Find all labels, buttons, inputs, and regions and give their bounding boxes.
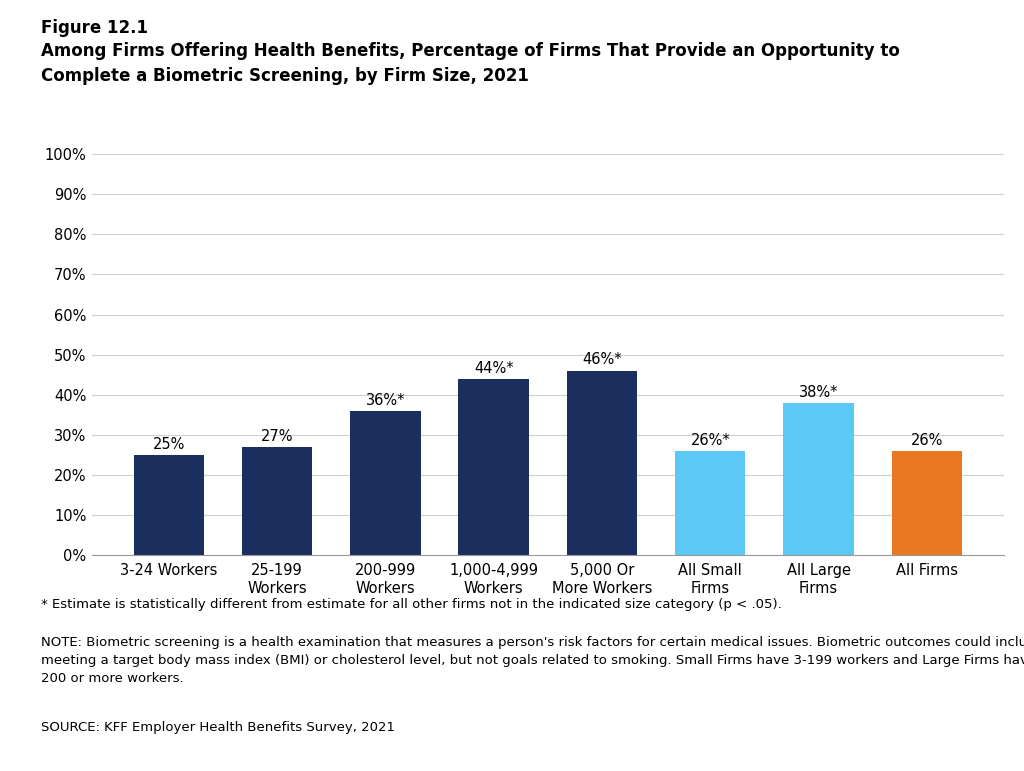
Bar: [783, 402, 854, 555]
Text: 36%*: 36%*: [366, 392, 406, 408]
Text: NOTE: Biometric screening is a health examination that measures a person's risk : NOTE: Biometric screening is a health ex…: [41, 636, 1024, 685]
Text: SOURCE: KFF Employer Health Benefits Survey, 2021: SOURCE: KFF Employer Health Benefits Sur…: [41, 721, 395, 734]
Text: Figure 12.1: Figure 12.1: [41, 19, 147, 37]
Text: 44%*: 44%*: [474, 361, 513, 375]
Bar: [892, 451, 963, 555]
Text: 25%: 25%: [153, 436, 185, 452]
Bar: [675, 451, 745, 555]
Text: 27%: 27%: [261, 429, 293, 443]
Text: 26%*: 26%*: [690, 433, 730, 448]
Text: * Estimate is statistically different from estimate for all other firms not in t: * Estimate is statistically different fr…: [41, 598, 781, 611]
Text: 26%: 26%: [910, 433, 943, 448]
Text: 46%*: 46%*: [583, 352, 622, 368]
Bar: [242, 447, 312, 555]
Bar: [459, 379, 528, 555]
Bar: [350, 411, 421, 555]
Text: Among Firms Offering Health Benefits, Percentage of Firms That Provide an Opport: Among Firms Offering Health Benefits, Pe…: [41, 42, 900, 86]
Text: 38%*: 38%*: [799, 385, 839, 399]
Bar: [567, 371, 637, 555]
Bar: [133, 455, 204, 555]
